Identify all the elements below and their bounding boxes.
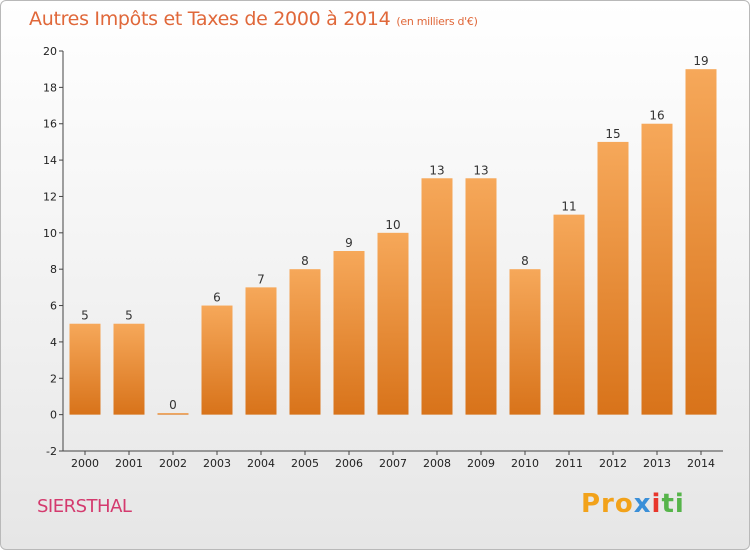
bar-2010 [509,269,541,415]
x-tick-label-2012: 2012 [599,457,627,470]
value-label-2004: 7 [257,272,265,286]
chart-subtitle: (en milliers d'€) [396,15,478,28]
y-tick-label: 16 [43,118,57,131]
x-tick-label-2003: 2003 [203,457,231,470]
value-label-2009: 13 [473,163,488,177]
bar-2006 [333,251,365,415]
value-label-2003: 6 [213,291,221,305]
bar-2007 [377,232,409,415]
y-tick-label: 8 [50,263,57,276]
bar-2004 [245,287,277,415]
x-tick-label-2009: 2009 [467,457,495,470]
x-tick-label-2007: 2007 [379,457,407,470]
value-label-2011: 11 [561,200,576,214]
x-tick-label-2014: 2014 [687,457,715,470]
value-label-2002: 0 [169,398,177,412]
value-label-2000: 5 [81,309,89,323]
value-label-2006: 9 [345,236,353,250]
bar-2005 [289,269,321,415]
bar-2009 [465,178,497,415]
x-tick-label-2005: 2005 [291,457,319,470]
chart-title: Autres Impôts et Taxes de 2000 à 2014 (en… [29,8,478,30]
title-text: Autres Impôts et Taxes de 2000 à 2014 [29,8,391,30]
bar-2012 [597,141,629,415]
bar-2003 [201,305,233,415]
y-tick-label: 10 [43,227,57,240]
y-tick-label: 20 [43,45,57,58]
bar-2002 [157,413,189,415]
y-tick-label: 14 [43,154,57,167]
y-tick-label: -2 [46,445,57,458]
bar-2011 [553,214,585,415]
value-label-2012: 15 [605,127,620,141]
bar-2008 [421,178,453,415]
value-label-2014: 19 [693,54,708,68]
value-label-2005: 8 [301,254,309,268]
bar-2000 [69,323,101,415]
value-label-2007: 10 [385,218,400,232]
x-tick-label-2006: 2006 [335,457,363,470]
y-tick-label: 0 [50,409,57,422]
bar-2013 [641,123,673,415]
bar-2014 [685,69,717,415]
value-label-2010: 8 [521,254,529,268]
x-tick-label-2001: 2001 [115,457,143,470]
x-tick-label-2004: 2004 [247,457,275,470]
proxiti-logo[interactable]: Proxiti [581,489,685,519]
y-tick-label: 6 [50,300,57,313]
x-tick-label-2010: 2010 [511,457,539,470]
value-label-2013: 16 [649,109,664,123]
x-tick-label-2011: 2011 [555,457,583,470]
value-label-2001: 5 [125,309,133,323]
value-label-2008: 13 [429,163,444,177]
y-tick-label: 12 [43,190,57,203]
y-tick-label: 18 [43,81,57,94]
x-tick-label-2008: 2008 [423,457,451,470]
x-tick-label-2013: 2013 [643,457,671,470]
x-tick-label-2000: 2000 [71,457,99,470]
y-tick-label: 2 [50,372,57,385]
y-tick-label: 4 [50,336,57,349]
bar-2001 [113,323,145,415]
commune-name: SIERSTHAL [37,496,132,517]
x-tick-label-2002: 2002 [159,457,187,470]
